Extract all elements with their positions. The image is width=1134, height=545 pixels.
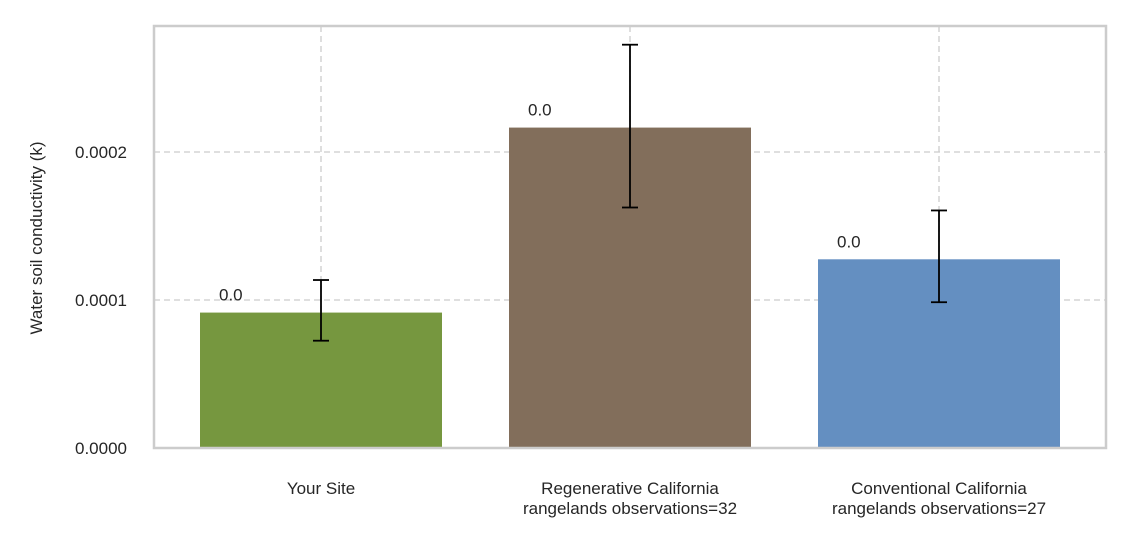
plot-frame — [152, 24, 1108, 450]
y-axis-label: Water soil conductivity (k) — [27, 141, 46, 334]
data-label: 0.0 — [219, 286, 243, 305]
y-tick-label: 0.0002 — [75, 143, 127, 162]
y-tick-label: 0.0001 — [75, 291, 127, 310]
data-labels: 0.0 0.0 0.0 — [219, 101, 861, 305]
error-bar — [313, 279, 329, 342]
y-tick-label: 0.0000 — [75, 439, 127, 458]
x-tick-label: Your Site — [287, 479, 355, 498]
data-label: 0.0 — [528, 101, 552, 120]
error-bar — [622, 43, 638, 209]
x-tick-label: Conventional California rangelands observ… — [832, 479, 1046, 518]
data-label: 0.0 — [837, 232, 861, 251]
error-bars — [313, 43, 947, 342]
x-tick-label: Regenerative California rangelands observ… — [523, 479, 737, 518]
error-bar — [931, 209, 947, 304]
axes: 0.0000 0.0001 0.0002 Your Site Regenerative … — [75, 24, 1108, 518]
